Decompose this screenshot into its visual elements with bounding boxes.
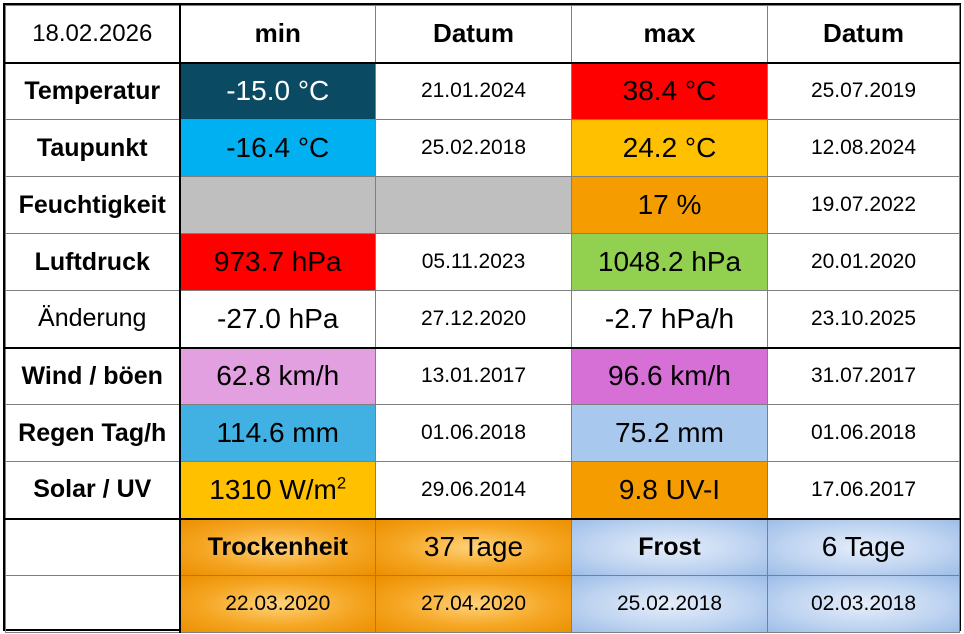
max-value: 75.2 mm xyxy=(571,404,768,462)
superscript: 2 xyxy=(336,473,347,493)
frost-end: 02.03.2018 xyxy=(767,575,960,633)
drought-start: 22.03.2020 xyxy=(179,575,376,633)
row-label: Luftdruck xyxy=(5,233,181,291)
drought-value: 37 Tage xyxy=(375,518,572,576)
min-value-text: 1310 W/m xyxy=(209,473,337,505)
row-label: Feuchtigkeit xyxy=(5,176,181,234)
min-value: -16.4 °C xyxy=(179,119,376,177)
row-label: Temperatur xyxy=(5,62,181,120)
min-date: 29.06.2014 xyxy=(375,461,572,520)
max-date: 01.06.2018 xyxy=(767,404,960,462)
row-period-dates: 22.03.2020 27.04.2020 25.02.2018 02.03.2… xyxy=(5,575,960,633)
max-value: 9.8 UV-I xyxy=(571,461,768,520)
min-value: 1310 W/m2 xyxy=(179,461,376,520)
row-period-counts: Trockenheit 37 Tage Frost 6 Tage xyxy=(5,518,960,576)
min-value: 114.6 mm xyxy=(179,404,376,462)
row-taupunkt: Taupunkt -16.4 °C 25.02.2018 24.2 °C 12.… xyxy=(5,119,960,177)
max-date: 20.01.2020 xyxy=(767,233,960,291)
min-value: -15.0 °C xyxy=(179,62,376,120)
weather-records-table-frame: 18.02.2026 min Datum max Datum Temperatu… xyxy=(3,3,961,633)
max-date: 23.10.2025 xyxy=(767,290,960,349)
drought-label: Trockenheit xyxy=(179,518,376,576)
max-date: 31.07.2017 xyxy=(767,347,960,405)
empty-cell xyxy=(5,518,181,576)
row-regen: Regen Tag/h 114.6 mm 01.06.2018 75.2 mm … xyxy=(5,404,960,462)
row-label: Solar / UV xyxy=(5,461,181,520)
row-label: Regen Tag/h xyxy=(5,404,181,462)
max-value: 1048.2 hPa xyxy=(571,233,768,291)
max-date: 17.06.2017 xyxy=(767,461,960,520)
max-date: 19.07.2022 xyxy=(767,176,960,234)
max-value: 17 % xyxy=(571,176,768,234)
row-label: Taupunkt xyxy=(5,119,181,177)
max-value: 38.4 °C xyxy=(571,62,768,120)
min-header: min xyxy=(179,5,376,64)
row-temperatur: Temperatur -15.0 °C 21.01.2024 38.4 °C 2… xyxy=(5,62,960,120)
frost-label: Frost xyxy=(571,518,768,576)
row-feuchtigkeit: Feuchtigkeit 17 % 19.07.2022 xyxy=(5,176,960,234)
min-date xyxy=(375,176,572,234)
min-value: 62.8 km/h xyxy=(179,347,376,405)
empty-cell xyxy=(5,575,181,633)
row-solar-uv: Solar / UV 1310 W/m2 29.06.2014 9.8 UV-I… xyxy=(5,461,960,520)
frost-value: 6 Tage xyxy=(767,518,960,576)
min-value: -27.0 hPa xyxy=(179,290,376,349)
row-label: Wind / böen xyxy=(5,347,181,405)
current-date: 18.02.2026 xyxy=(5,5,181,64)
min-date-header: Datum xyxy=(375,5,572,64)
max-value: -2.7 hPa/h xyxy=(571,290,768,349)
min-date: 27.12.2020 xyxy=(375,290,572,349)
row-wind: Wind / böen 62.8 km/h 13.01.2017 96.6 km… xyxy=(5,347,960,405)
min-date: 01.06.2018 xyxy=(375,404,572,462)
min-date: 21.01.2024 xyxy=(375,62,572,120)
max-value: 96.6 km/h xyxy=(571,347,768,405)
max-date: 25.07.2019 xyxy=(767,62,960,120)
drought-end: 27.04.2020 xyxy=(375,575,572,633)
max-date: 12.08.2024 xyxy=(767,119,960,177)
row-aenderung: Änderung -27.0 hPa 27.12.2020 -2.7 hPa/h… xyxy=(5,290,960,349)
min-value xyxy=(179,176,376,234)
row-luftdruck: Luftdruck 973.7 hPa 05.11.2023 1048.2 hP… xyxy=(5,233,960,291)
header-row: 18.02.2026 min Datum max Datum xyxy=(5,5,960,64)
row-label: Änderung xyxy=(5,290,181,349)
max-date-header: Datum xyxy=(767,5,960,64)
min-date: 25.02.2018 xyxy=(375,119,572,177)
frost-start: 25.02.2018 xyxy=(571,575,768,633)
min-date: 05.11.2023 xyxy=(375,233,572,291)
max-header: max xyxy=(571,5,768,64)
max-value: 24.2 °C xyxy=(571,119,768,177)
min-value: 973.7 hPa xyxy=(179,233,376,291)
weather-records-table: 18.02.2026 min Datum max Datum Temperatu… xyxy=(5,5,960,633)
min-date: 13.01.2017 xyxy=(375,347,572,405)
